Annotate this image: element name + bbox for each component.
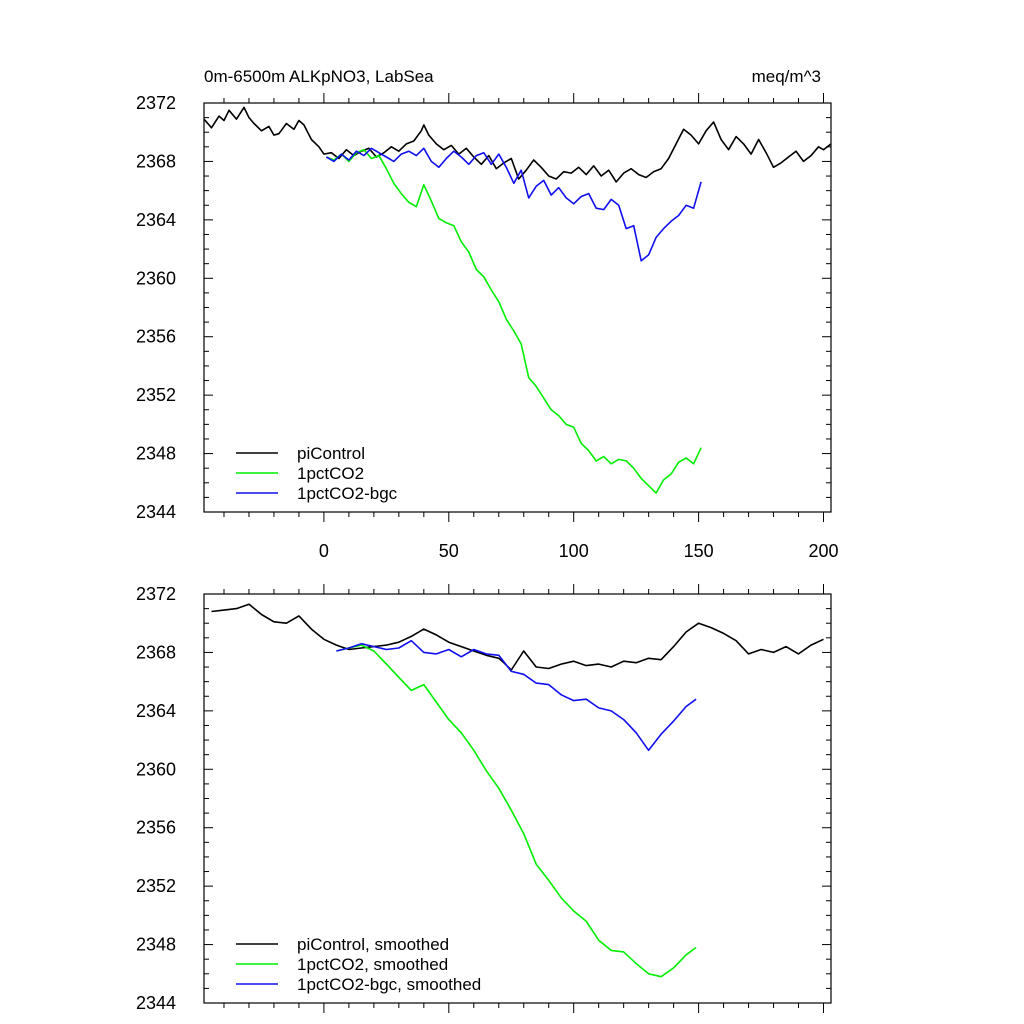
y-tick-label: 2352 xyxy=(136,876,176,896)
top-series-group xyxy=(203,106,832,494)
x-tick-label: 100 xyxy=(559,541,589,561)
y-tick-label: 2352 xyxy=(136,385,176,405)
legend-label-1pctCO2: 1pctCO2 xyxy=(297,464,364,483)
bottom-series-group xyxy=(211,603,824,978)
x-tick-label: 200 xyxy=(808,541,838,561)
y-tick-label: 2364 xyxy=(136,701,176,721)
top-series-piControl-line xyxy=(203,106,832,183)
bottom-series-1pctCO2-line xyxy=(336,644,697,978)
y-tick-label: 2364 xyxy=(136,210,176,230)
bottom-panel: 2344 2348 2352 2356 2360 2364 2368 2372 piContr… xyxy=(136,584,832,1013)
y-tick-label: 2356 xyxy=(136,818,176,838)
chart-title: 0m-6500m ALKpNO3, LabSea xyxy=(204,67,434,86)
bottom-series-1pctCO2-bgc-line xyxy=(336,639,697,752)
y-tick-label: 2344 xyxy=(136,502,176,522)
y-tick-label: 2360 xyxy=(136,759,176,779)
legend-label-piControl: piControl, smoothed xyxy=(297,935,449,954)
y-tick-label: 2356 xyxy=(136,327,176,347)
y-tick-label: 2348 xyxy=(136,935,176,955)
y-tick-label: 2372 xyxy=(136,584,176,604)
y-tick-label: 2372 xyxy=(136,93,176,113)
y-tick-label: 2348 xyxy=(136,444,176,464)
y-tick-label: 2360 xyxy=(136,268,176,288)
bottom-ticks: 2344 2348 2352 2356 2360 2364 2368 2372 xyxy=(136,584,831,1013)
y-tick-label: 2368 xyxy=(136,151,176,171)
legend-label-1pctCO2: 1pctCO2, smoothed xyxy=(297,955,448,974)
x-tick-label: 50 xyxy=(439,541,459,561)
top-panel: 0m-6500m ALKpNO3, LabSea meq/m^3 2344234… xyxy=(136,67,839,561)
top-series-1pctCO2-bgc-line xyxy=(325,147,702,262)
legend-label-1pctCO2-bgc: 1pctCO2-bgc xyxy=(297,484,398,503)
y-tick-label: 2344 xyxy=(136,993,176,1013)
top-series-1pctCO2-line xyxy=(326,148,702,494)
y-tick-label: 2368 xyxy=(136,642,176,662)
legend-label-piControl: piControl xyxy=(297,444,365,463)
legend-label-1pctCO2-bgc: 1pctCO2-bgc, smoothed xyxy=(297,975,481,994)
bottom-series-piControl-line xyxy=(211,603,824,671)
x-tick-label: 150 xyxy=(684,541,714,561)
x-tick-label: 0 xyxy=(319,541,329,561)
units-label: meq/m^3 xyxy=(752,67,821,86)
top-ticks: 2344 2348 2352 2356 2360 2364 2368 2372 0 50 100 15… xyxy=(136,93,839,561)
